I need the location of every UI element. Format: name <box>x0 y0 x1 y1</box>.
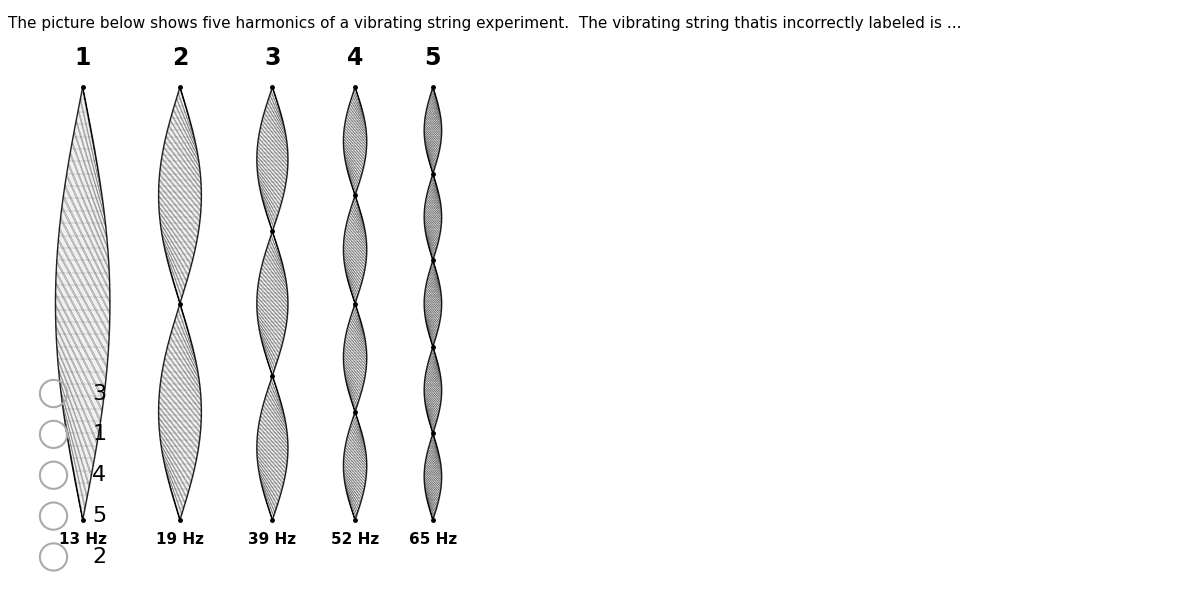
Text: 4: 4 <box>347 46 364 70</box>
Text: 65 Hz: 65 Hz <box>409 532 457 547</box>
Text: 2: 2 <box>172 46 188 70</box>
Text: 5: 5 <box>92 506 107 526</box>
Text: 1: 1 <box>92 425 107 444</box>
Text: 1: 1 <box>74 46 91 70</box>
Text: 19 Hz: 19 Hz <box>156 532 204 547</box>
Text: 4: 4 <box>92 465 107 485</box>
Text: The picture below shows five harmonics of a vibrating string experiment.  The vi: The picture below shows five harmonics o… <box>7 16 961 31</box>
Text: 2: 2 <box>92 547 107 567</box>
Text: 5: 5 <box>425 46 442 70</box>
Text: 3: 3 <box>92 384 107 403</box>
Text: 3: 3 <box>264 46 281 70</box>
Text: 13 Hz: 13 Hz <box>59 532 107 547</box>
Text: 39 Hz: 39 Hz <box>248 532 296 547</box>
Text: 52 Hz: 52 Hz <box>331 532 379 547</box>
